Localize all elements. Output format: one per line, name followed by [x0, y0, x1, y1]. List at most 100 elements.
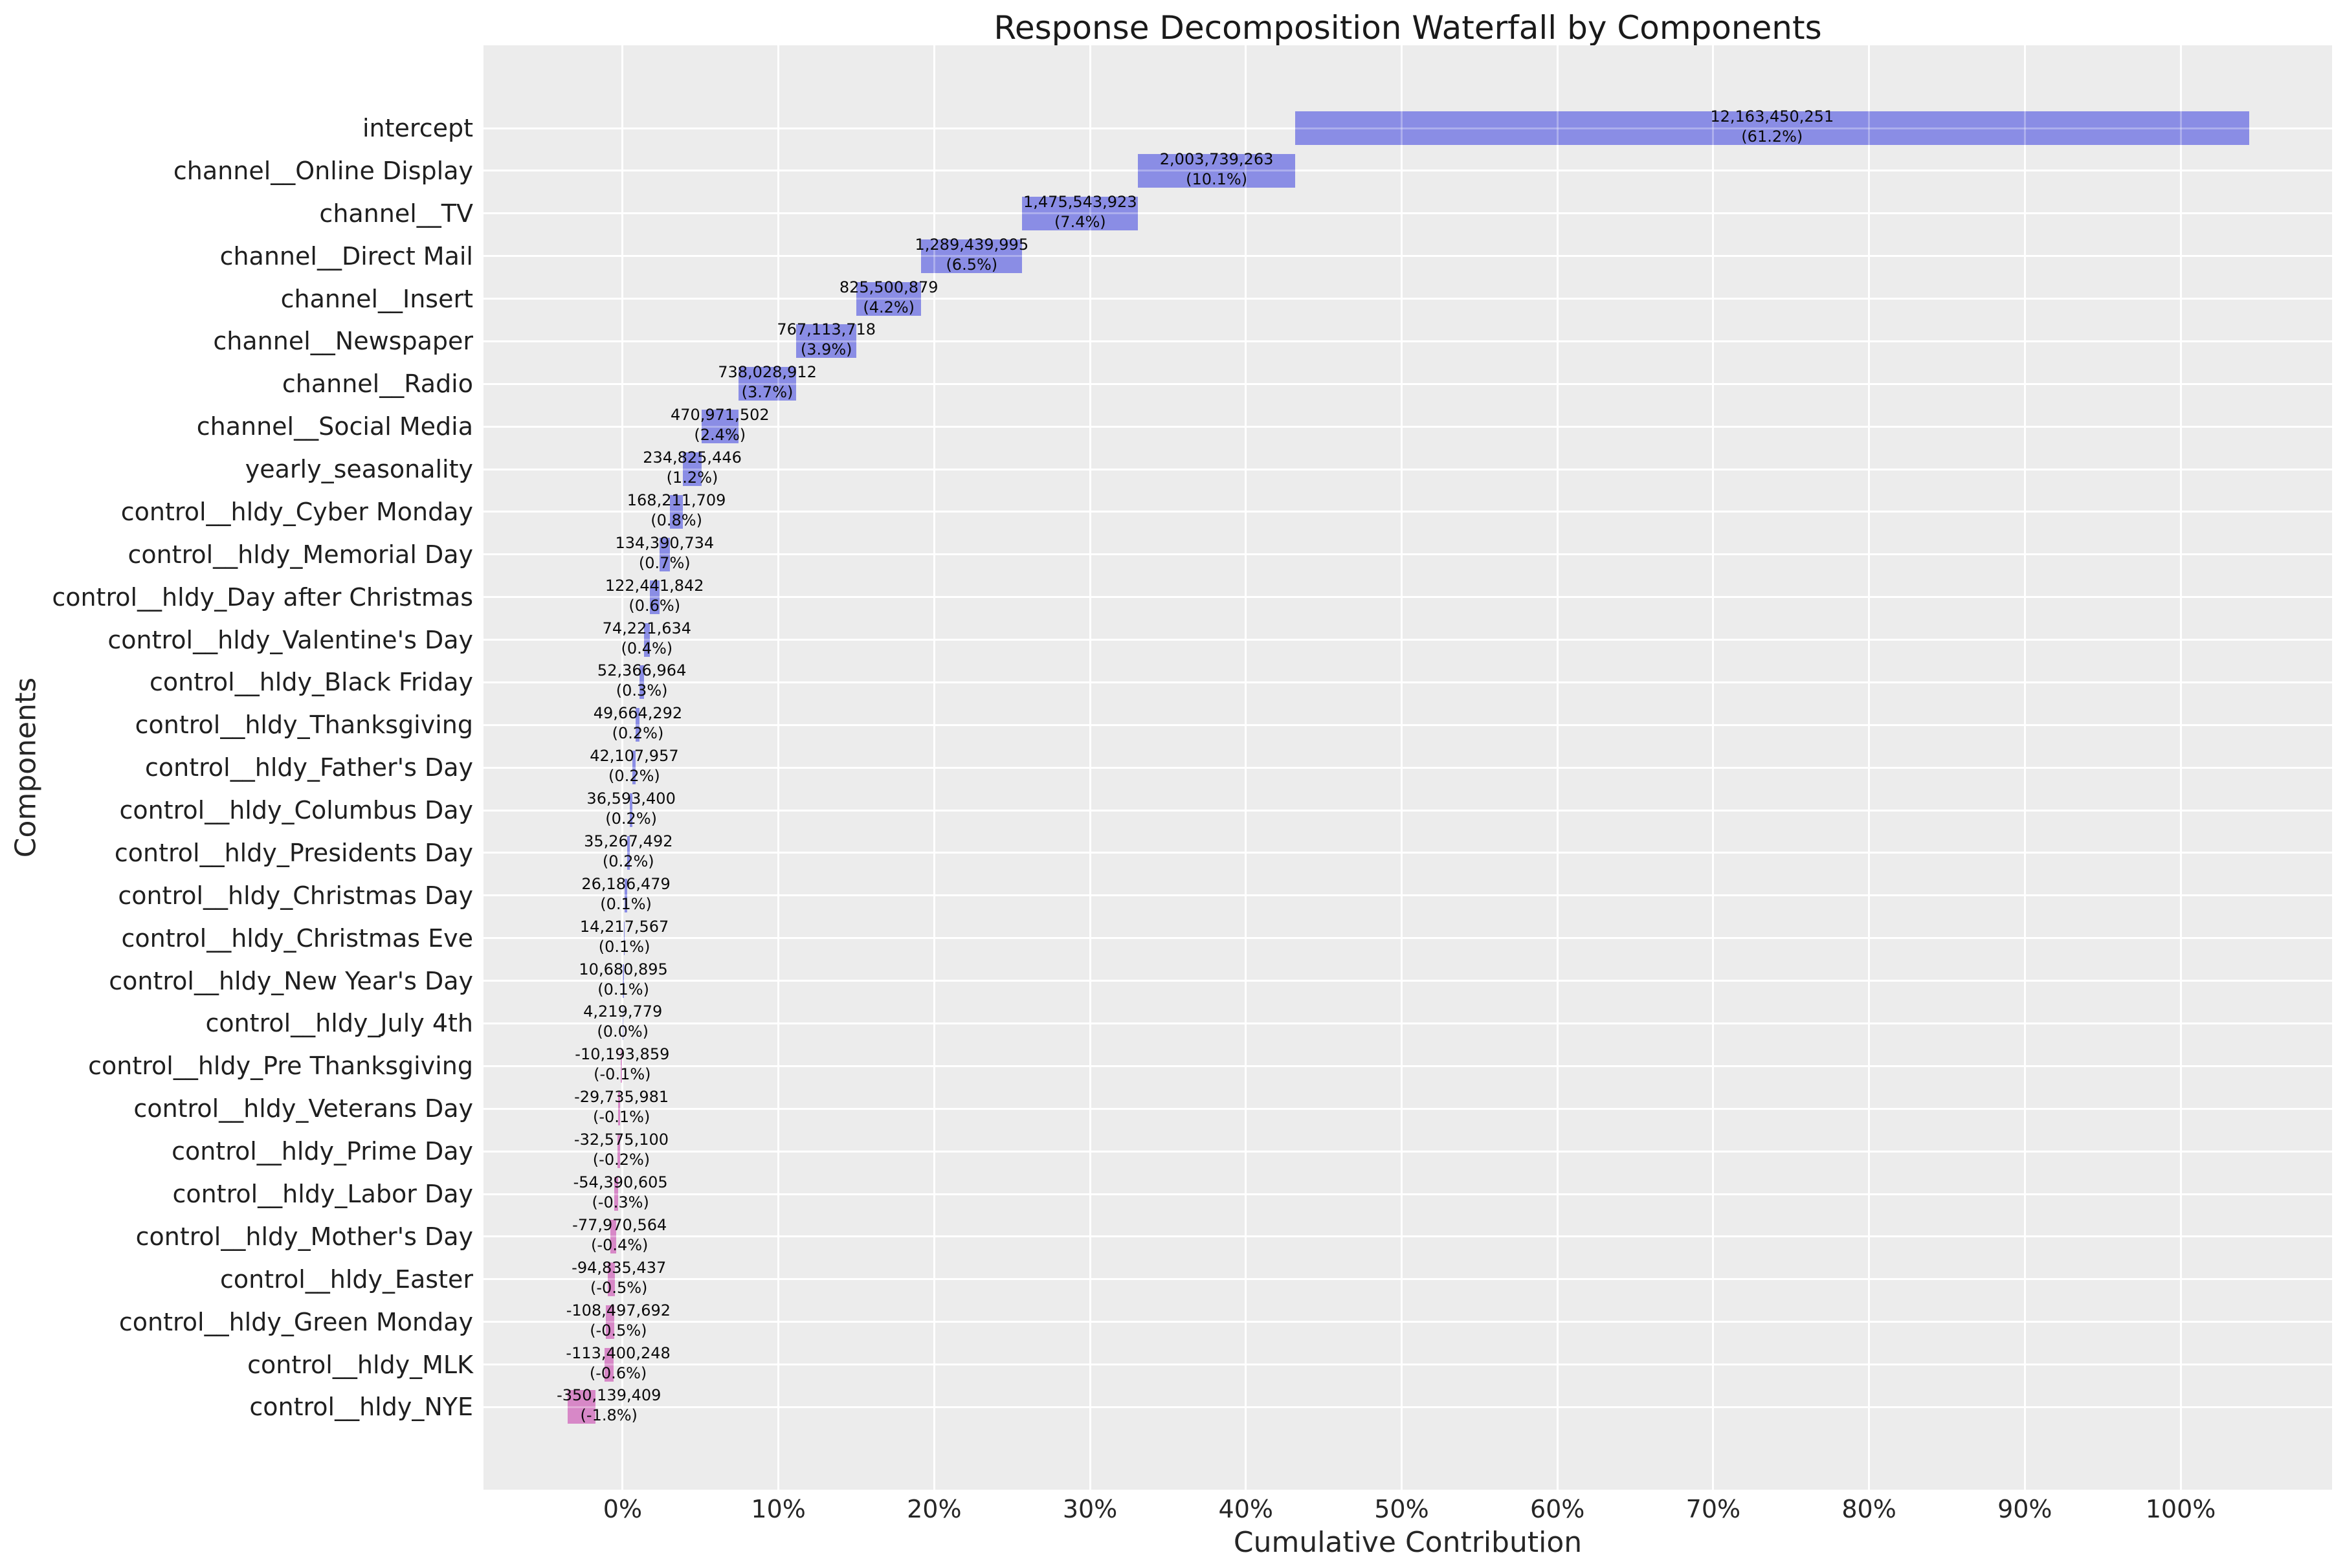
x-tick-label: 40%	[1218, 1495, 1274, 1523]
gridline-horizontal-overlay	[483, 1107, 2332, 1110]
gridline-horizontal-overlay	[483, 723, 2332, 726]
waterfall-bar	[669, 494, 683, 529]
gridline-horizontal-overlay	[483, 937, 2332, 940]
bar-pct-text: (-0.5%)	[590, 1278, 648, 1297]
y-tick-label: channel__Insert	[280, 284, 473, 313]
gridline-horizontal-overlay	[483, 980, 2332, 982]
gridline-horizontal-overlay	[483, 170, 2332, 172]
waterfall-bar	[617, 1134, 620, 1169]
waterfall-bar	[921, 239, 1023, 273]
gridline-horizontal	[483, 723, 2332, 726]
y-tick-label: control__hldy_Pre Thanksgiving	[88, 1052, 473, 1081]
bar-pct-text: (61.2%)	[1741, 127, 1803, 146]
gridline-horizontal-overlay	[483, 1235, 2332, 1238]
bar-value-text: -10,193,859	[575, 1045, 670, 1064]
x-tick-label: 60%	[1529, 1495, 1585, 1523]
gridline-vertical-overlay	[2179, 45, 2182, 1490]
gridline-horizontal	[483, 809, 2332, 812]
bar-pct-text: (0.1%)	[597, 980, 649, 999]
bar-value-text: 168,211,709	[627, 491, 726, 509]
gridline-horizontal-overlay	[483, 894, 2332, 897]
bar-value-label: 767,113,718 (3.9%)	[777, 320, 876, 360]
y-tick-label: control__hldy_Thanksgiving	[135, 711, 473, 740]
bar-pct-text: (0.3%)	[616, 681, 668, 700]
x-tick-label: 100%	[2145, 1495, 2216, 1523]
bar-pct-text: (6.5%)	[946, 255, 998, 274]
gridline-horizontal-overlay	[483, 1022, 2332, 1024]
waterfall-bar	[632, 751, 636, 785]
bar-value-text: -113,400,248	[566, 1343, 671, 1362]
bar-value-text: 122,441,842	[605, 576, 704, 595]
bar-pct-text: (0.0%)	[597, 1022, 649, 1041]
bar-pct-text: (0.1%)	[600, 894, 652, 913]
y-tick-label: channel__Social Media	[196, 412, 473, 441]
bar-value-text: 470,971,502	[670, 406, 770, 425]
gridline-horizontal-overlay	[483, 809, 2332, 812]
bar-pct-text: (-0.1%)	[594, 1065, 651, 1084]
bar-value-label: 168,211,709 (0.8%)	[627, 491, 726, 531]
bar-value-text: 12,163,450,251	[1710, 107, 1834, 126]
waterfall-bar	[643, 623, 650, 657]
bar-value-text: 49,664,292	[593, 704, 683, 723]
bar-value-text: 10,680,895	[579, 960, 668, 978]
waterfall-bar	[1295, 111, 2249, 145]
y-tick-label: control__hldy_Memorial Day	[128, 540, 473, 569]
waterfall-bar	[796, 324, 857, 359]
waterfall-bar	[639, 665, 644, 700]
bar-pct-text: (10.1%)	[1186, 170, 1248, 188]
waterfall-bar	[683, 452, 702, 487]
bar-pct-text: (-0.4%)	[591, 1235, 649, 1254]
gridline-horizontal-overlay	[483, 1278, 2332, 1281]
waterfall-bar	[636, 708, 640, 742]
waterfall-bar	[856, 282, 922, 316]
x-axis-label: Cumulative Contribution	[1233, 1526, 1583, 1559]
gridline-horizontal	[483, 1235, 2332, 1238]
gridline-vertical-overlay	[1868, 45, 1871, 1490]
y-tick-label: channel__Newspaper	[213, 327, 473, 356]
bar-pct-text: (3.7%)	[741, 383, 794, 402]
y-tick-label: channel__TV	[319, 199, 473, 228]
gridline-horizontal	[483, 468, 2332, 470]
bar-pct-text: (0.1%)	[598, 937, 650, 956]
bar-value-text: 4,219,779	[583, 1002, 663, 1021]
bar-value-label: -10,193,859 (-0.1%)	[575, 1044, 669, 1085]
gridline-horizontal-overlay	[483, 553, 2332, 556]
y-tick-label: control__hldy_Cyber Monday	[120, 497, 473, 526]
bar-value-text: -54,390,605	[573, 1173, 668, 1191]
bar-value-label: -29,735,981 (-0.1%)	[574, 1087, 669, 1127]
bar-value-text: -350,139,409	[557, 1386, 661, 1405]
gridline-horizontal	[483, 1364, 2332, 1366]
gridline-horizontal-overlay	[483, 639, 2332, 641]
bar-value-label: -350,139,409 (-1.8%)	[557, 1386, 661, 1426]
waterfall-bar	[617, 1092, 621, 1126]
y-tick-label: control__hldy_MLK	[247, 1350, 473, 1379]
bar-value-label: -113,400,248 (-0.6%)	[566, 1343, 670, 1384]
bar-value-text: -94,835,437	[572, 1258, 667, 1277]
gridline-horizontal	[483, 894, 2332, 897]
gridline-horizontal	[483, 212, 2332, 215]
gridline-horizontal-overlay	[483, 212, 2332, 215]
bar-pct-text: (-0.6%)	[589, 1364, 647, 1382]
gridline-horizontal-overlay	[483, 511, 2332, 513]
bar-value-text: 2,003,739,263	[1159, 149, 1274, 168]
y-tick-label: control__hldy_New Year's Day	[109, 966, 473, 995]
gridline-horizontal-overlay	[483, 1150, 2332, 1153]
y-tick-label: control__hldy_July 4th	[205, 1009, 473, 1038]
gridline-horizontal-overlay	[483, 852, 2332, 854]
y-tick-label: control__hldy_Green Monday	[118, 1307, 473, 1336]
bar-pct-text: (3.9%)	[800, 340, 852, 359]
bar-value-label: 470,971,502 (2.4%)	[671, 405, 770, 445]
bar-pct-text: (-0.3%)	[592, 1193, 649, 1211]
waterfall-bar	[605, 1347, 614, 1382]
gridline-horizontal-overlay	[483, 340, 2332, 342]
gridline-horizontal-overlay	[483, 255, 2332, 258]
gridline-vertical-overlay	[1400, 45, 1403, 1490]
bar-value-label: 26,186,479 (0.1%)	[581, 874, 670, 914]
y-tick-label: control__hldy_Labor Day	[172, 1180, 473, 1208]
x-tick-label: 10%	[751, 1495, 806, 1523]
bar-value-label: 49,664,292 (0.2%)	[594, 703, 682, 744]
y-tick-label: control__hldy_Christmas Day	[118, 881, 473, 910]
gridline-horizontal-overlay	[483, 425, 2332, 428]
x-tick-label: 30%	[1062, 1495, 1118, 1523]
bar-pct-text: (0.2%)	[605, 810, 657, 828]
